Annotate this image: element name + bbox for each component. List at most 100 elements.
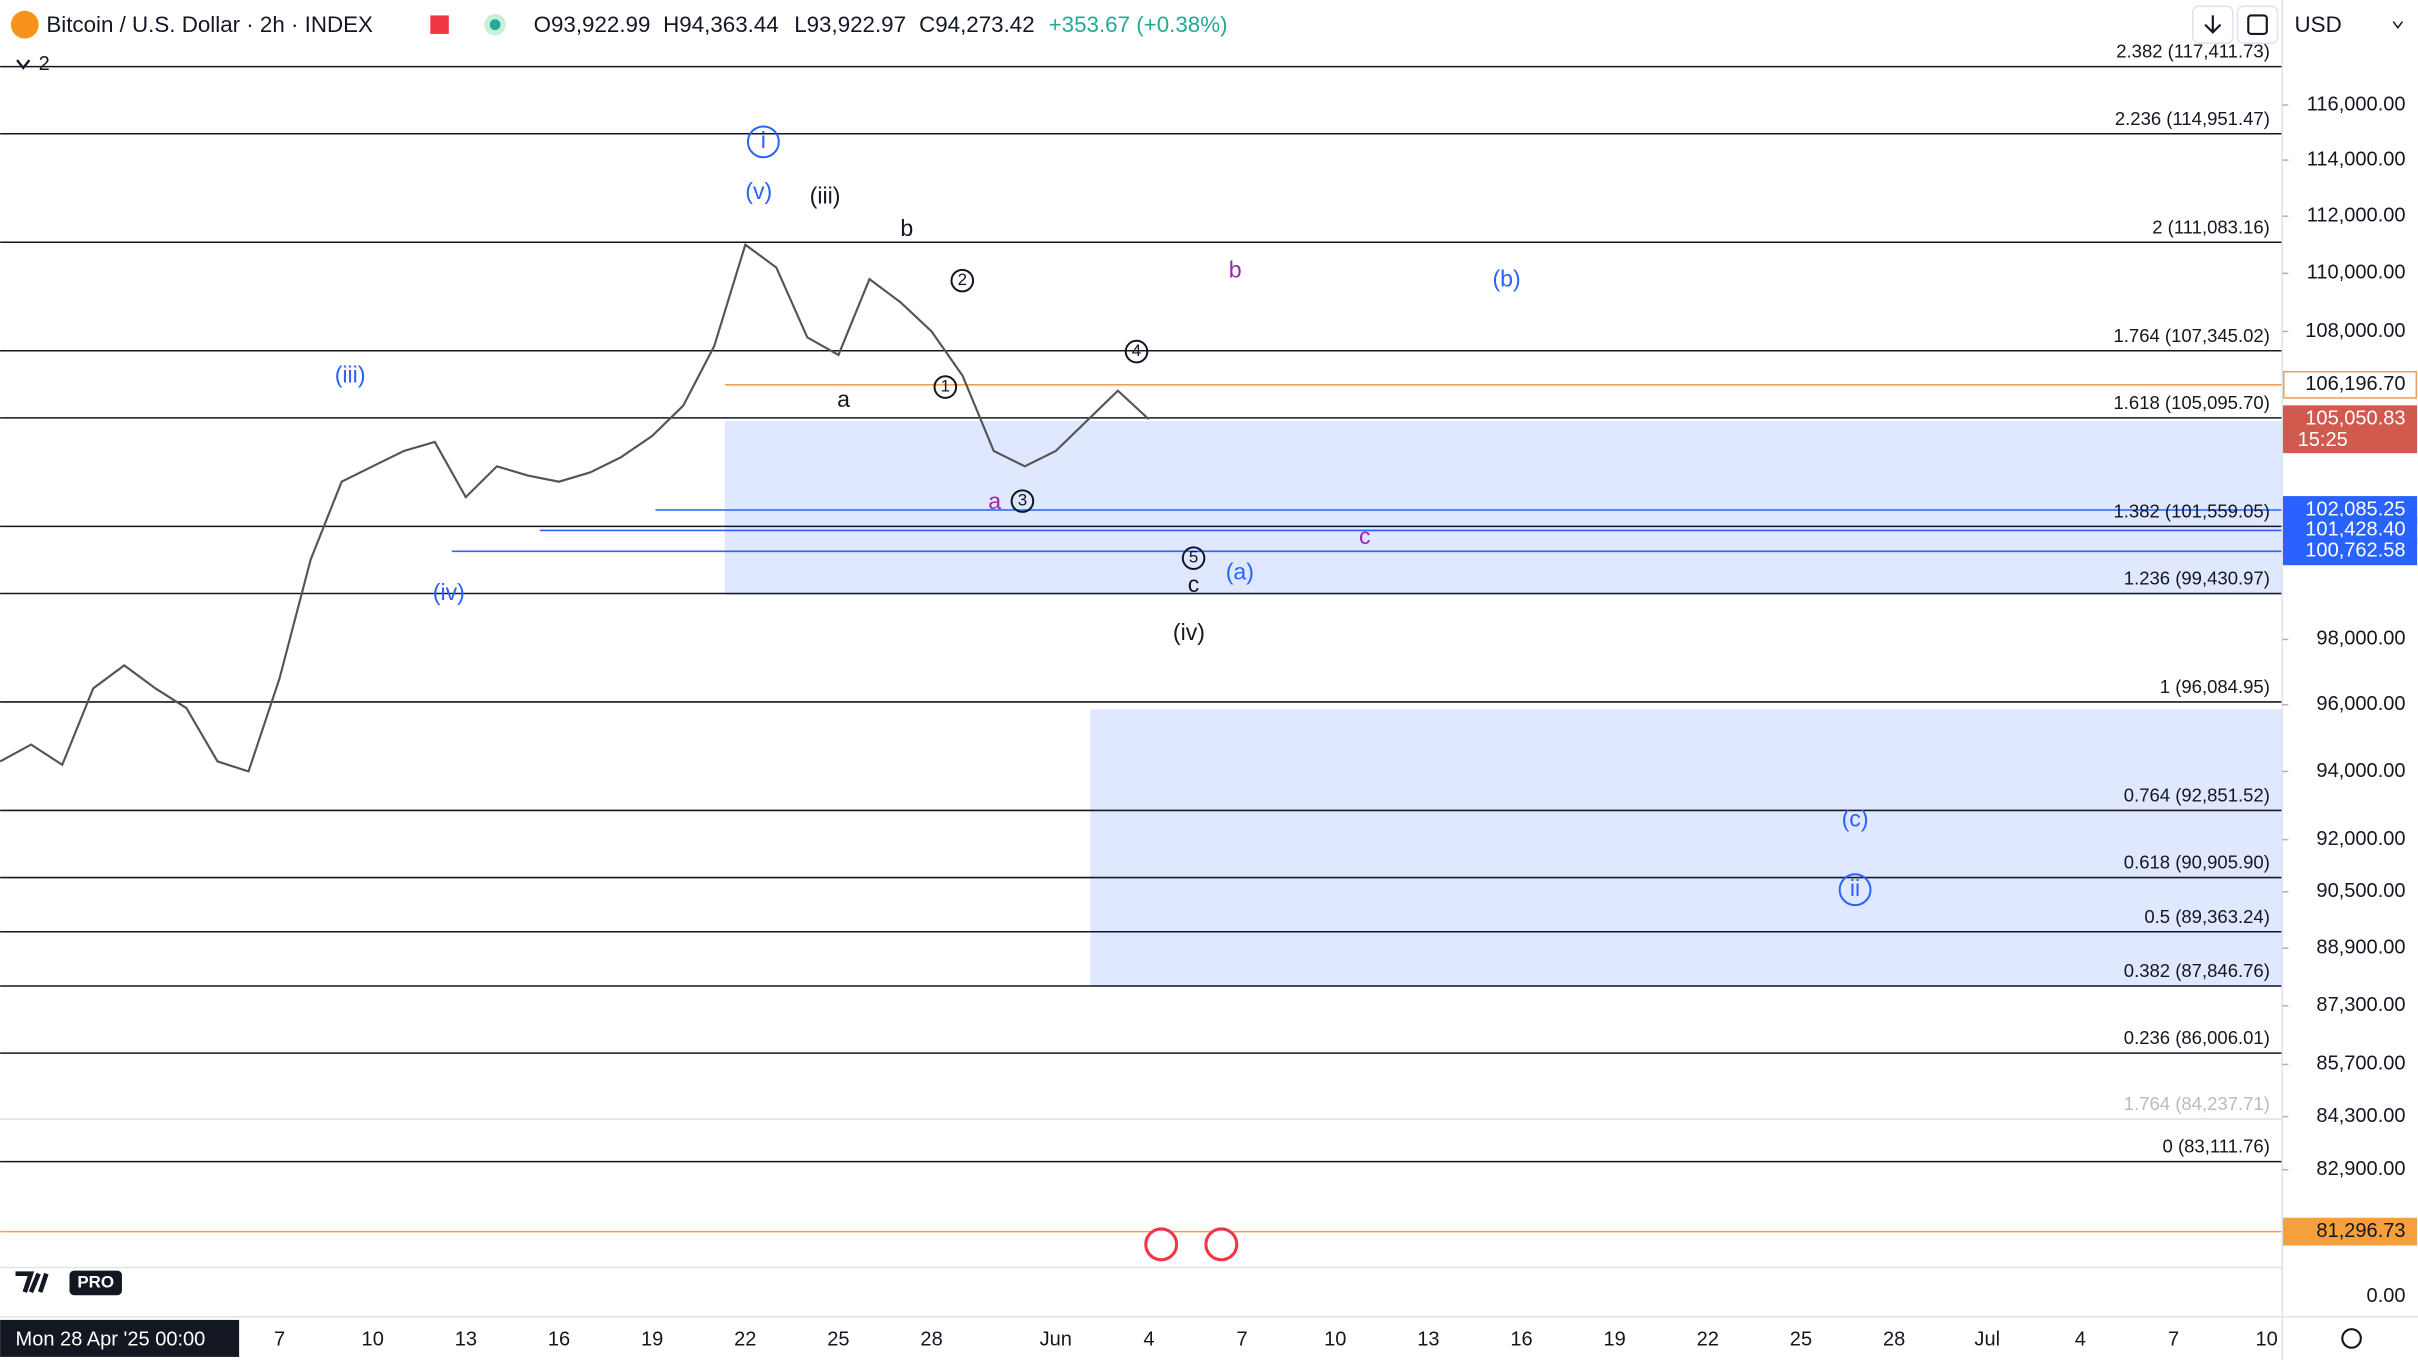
fib-label: 0.382 (87,846.76) (2124, 960, 2270, 981)
wave-label: 2 (958, 270, 967, 289)
y-tick-label: 110,000.00 (2307, 262, 2406, 284)
wave-circle (1010, 489, 1035, 513)
ohlc-close: C94,273.42 (919, 12, 1035, 37)
price-label-box (2282, 1217, 2418, 1246)
wave-label: c (1359, 523, 1371, 549)
fib-label: 2 (111,083.16) (2152, 216, 2270, 237)
wave-circle (933, 375, 958, 399)
y-tick-label: 90,500.00 (2316, 880, 2405, 902)
wave-label: a (988, 488, 1001, 514)
x-tick-label: 4 (1143, 1328, 1154, 1350)
wave-label: (v) (745, 178, 772, 204)
price-label-countdown: 15:25 (2298, 429, 2348, 451)
flag-icon (430, 15, 449, 34)
ohlc-low: L93,922.97 (794, 12, 906, 37)
wave-circle (1124, 339, 1149, 364)
y-tick-label: 84,300.00 (2316, 1105, 2405, 1127)
x-tick-label: 10 (362, 1328, 384, 1350)
wave-label: (iv) (433, 579, 465, 605)
price-label: 102,085.25 (2305, 498, 2405, 520)
x-tick-label: 10 (2256, 1328, 2278, 1350)
y-tick-label: 98,000.00 (2316, 628, 2405, 650)
wave-circle (1838, 873, 1872, 907)
indicator-count[interactable]: 2 (39, 53, 50, 75)
x-tick-label: Jul (1974, 1328, 2000, 1350)
x-tick-label: 7 (2168, 1328, 2179, 1350)
crosshair-date-box (0, 1319, 240, 1357)
price-label: 101,428.40 (2305, 519, 2405, 541)
wave-circle (746, 125, 780, 159)
wave-label: 5 (1189, 548, 1198, 567)
wave-circle (1181, 546, 1206, 570)
fib-label: 2.382 (117,411.73) (2116, 41, 2270, 62)
download-icon (2204, 15, 2222, 34)
y-tick-label: 88,900.00 (2316, 937, 2405, 959)
x-tick-label: 13 (455, 1328, 477, 1350)
y-tick-label: 85,700.00 (2316, 1053, 2405, 1075)
x-tick-label: 22 (1697, 1328, 1719, 1350)
price-label: 106,196.70 (2305, 373, 2405, 395)
wave-label: (iv) (1173, 619, 1205, 645)
currency[interactable]: USD (2295, 12, 2342, 37)
x-tick-label: 7 (274, 1328, 285, 1350)
pro-badge (69, 1270, 122, 1296)
y-tick-label: 92,000.00 (2316, 828, 2405, 850)
x-tick-label: Mon 28 Apr '25 00:00 (16, 1328, 206, 1350)
x-tick-label: 22 (734, 1328, 756, 1350)
event-icon[interactable] (1204, 1227, 1239, 1262)
wave-labels: i (v) (iii) b 2 b (b) 4 (iii) a 1 a 3 c … (335, 125, 1872, 907)
fullscreen-icon (2247, 14, 2268, 36)
price-label: 100,762.58 (2305, 540, 2405, 562)
collapse-icon[interactable] (16, 59, 31, 70)
wave-label: 1 (941, 377, 950, 396)
fib-label: 1.618 (105,095.70) (2114, 392, 2270, 413)
fib-label: 1.764 (107,345.02) (2114, 325, 2270, 346)
overlay: 2.382 (117,411.73) 2.236 (114,951.47) 2 (1… (0, 41, 2418, 1357)
wave-label: (iii) (335, 361, 366, 387)
pro-label: PRO (77, 1272, 114, 1291)
x-tick-label: 10 (1324, 1328, 1346, 1350)
x-tick-label: 16 (548, 1328, 570, 1350)
wave-label: b (1229, 256, 1242, 282)
fib-label: 0.5 (89,363.24) (2144, 906, 2269, 927)
symbol: Bitcoin / U.S. Dollar · 2h · INDEX (46, 12, 373, 37)
y-tick-label: 112,000.00 (2307, 205, 2406, 227)
wave-label: ii (1850, 875, 1860, 901)
settings-icon[interactable] (2341, 1328, 2362, 1349)
wave-label: (iii) (810, 182, 841, 208)
fib-label: 1.382 (101,559.05) (2114, 500, 2270, 521)
price-label-box (2282, 537, 2418, 566)
wave-label: 3 (1018, 491, 1027, 510)
wave-label: i (761, 127, 766, 153)
x-tick-label: 13 (1417, 1328, 1439, 1350)
x-tick-label: Jun (1040, 1328, 1072, 1350)
ohlc-open: O93,922.99 (534, 12, 651, 37)
wave-label: (a) (1226, 559, 1254, 585)
x-tick-label: 25 (827, 1328, 849, 1350)
fib-label: 1 (96,084.95) (2160, 676, 2270, 697)
price-label-box (2282, 370, 2418, 399)
y-tick-label: 82,900.00 (2316, 1158, 2405, 1180)
y-tick-label: 87,300.00 (2316, 994, 2405, 1016)
fib-label: 0.764 (92,851.52) (2124, 784, 2270, 805)
x-tick-label: 28 (1883, 1328, 1905, 1350)
btc-icon (10, 10, 39, 39)
target-zone (724, 420, 2283, 596)
fib-label: 1.236 (99,430.97) (2124, 567, 2270, 588)
x-tick-label: 19 (1604, 1328, 1626, 1350)
fullscreen-button[interactable] (2236, 5, 2279, 44)
zones (724, 420, 2283, 987)
x-tick-label: 7 (1236, 1328, 1247, 1350)
wave-label: c (1188, 571, 1200, 597)
x-tick-label: 25 (1790, 1328, 1812, 1350)
ohlc-high: H94,363.44 (663, 12, 779, 37)
y-tick-label: 114,000.00 (2307, 148, 2406, 170)
fib-label: 1.764 (84,237.71) (2124, 1093, 2270, 1114)
wave-label: 4 (1132, 341, 1141, 360)
tv-logo (15, 1271, 49, 1294)
price-line-series (0, 242, 1150, 773)
event-icon[interactable] (1144, 1227, 1179, 1262)
